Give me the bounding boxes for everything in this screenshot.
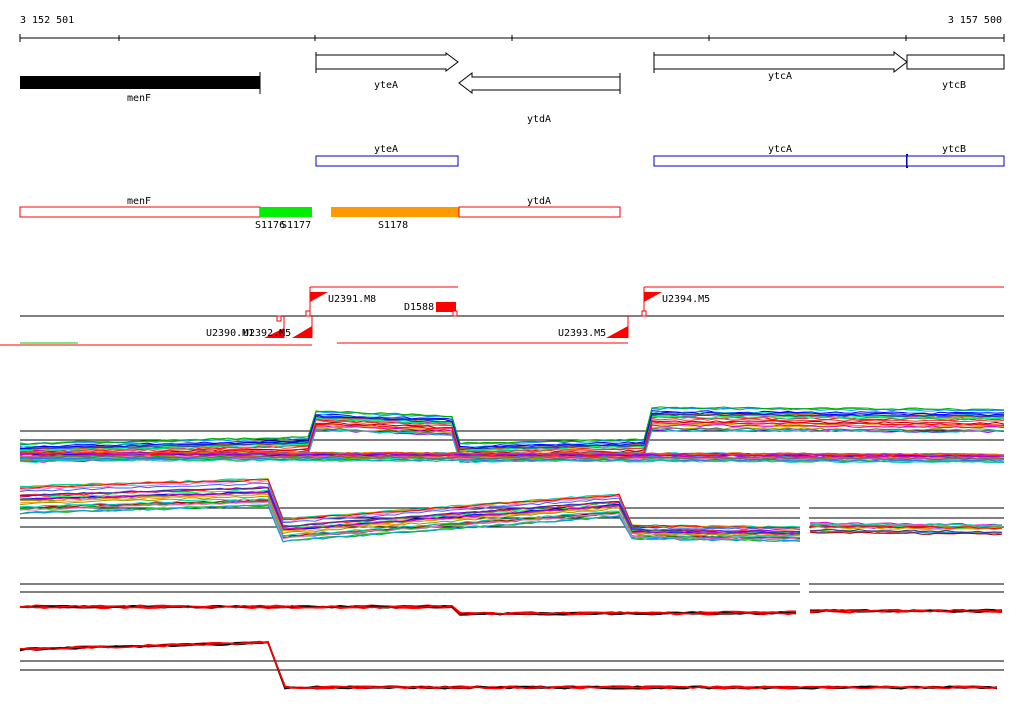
expression-trace [19, 454, 1005, 459]
expression-trace [19, 640, 998, 689]
upshift-U2392[interactable]: U2392.M5 [243, 310, 313, 339]
upshift-U2394[interactable]: U2394.M5 [641, 287, 710, 317]
ruler: 3 152 501 3 157 500 [19, 15, 1005, 42]
upshift-U2391[interactable]: U2391.M8 [309, 287, 376, 316]
shift-track: U2391.M8 U2394.M5 D1588 U2390.M1 U2392.M… [0, 286, 1004, 346]
upshift-U2392-label: U2392.M5 [243, 328, 291, 339]
segment-S1177-label: S1177 [281, 220, 311, 231]
expression-trace [19, 493, 801, 537]
upshift-U2391-label: U2391.M8 [328, 294, 376, 305]
segment-S1177[interactable]: S1177 [281, 207, 312, 231]
gene-ytcB[interactable]: ytcB [906, 54, 1005, 91]
upshift-U2394-label: U2394.M5 [662, 294, 710, 305]
expression-panel-array-2 [19, 640, 1004, 690]
upshift-U2390[interactable]: U2390.M1 [206, 315, 285, 339]
gene-menF-label: menF [127, 93, 151, 104]
transcript-ytdA[interactable]: ytdA [458, 196, 621, 218]
expression-trace [19, 640, 997, 689]
transcript-ytdA-label: ytdA [527, 196, 551, 207]
segment-S1178-label: S1178 [378, 220, 408, 231]
expression-trace [19, 458, 1005, 464]
segment-S1176-label: S1176 [255, 220, 285, 231]
expression-trace [19, 604, 797, 616]
expression-trace [19, 451, 1005, 457]
cds-ytcA[interactable]: ytcA [653, 144, 908, 168]
expression-trace [19, 495, 801, 537]
expression-trace [19, 491, 801, 535]
ruler-start-label: 3 152 501 [20, 15, 74, 26]
upshift-U2393-label: U2393.M5 [558, 328, 606, 339]
expression-trace [19, 411, 1005, 450]
expression-trace [19, 641, 998, 690]
expression-trace [19, 641, 998, 690]
transcript-menF[interactable]: menF [19, 196, 261, 218]
expression-trace [19, 413, 1005, 451]
gene-menF[interactable]: menF [20, 72, 261, 104]
transcript-track: menF S1176 S1177 S1178 ytdA [19, 196, 621, 231]
expression-trace [19, 406, 1005, 445]
expression-trace [19, 500, 801, 540]
expression-trace [809, 522, 1003, 527]
expression-trace [19, 641, 998, 690]
expression-trace [19, 501, 801, 541]
upshift-U2390-label: U2390.M1 [206, 328, 254, 339]
expression-panel-tiling [19, 406, 1005, 464]
gene-yteA-label: yteA [374, 80, 398, 91]
expression-trace [19, 414, 1005, 452]
gene-ytcA[interactable]: ytcA [653, 50, 908, 82]
gene-ytcA-label: ytcA [768, 71, 792, 82]
expression-trace [19, 457, 1005, 463]
cds-ytcB[interactable]: ytcB [906, 144, 1005, 167]
gene-yteA[interactable]: yteA [315, 52, 459, 91]
expression-trace [19, 641, 997, 689]
expression-trace [19, 487, 801, 533]
expression-trace [19, 478, 801, 529]
segment-S1176[interactable]: S1176 [255, 207, 286, 231]
cds-yteA-label: yteA [374, 144, 398, 155]
upshift-U2393[interactable]: U2393.M5 [558, 316, 629, 339]
gene-ytdA[interactable]: ytdA [458, 71, 621, 125]
downshift-D1588-label: D1588 [404, 302, 434, 313]
cds-yteA[interactable]: yteA [315, 144, 459, 167]
gene-ytcB-label: ytcB [942, 80, 966, 91]
transcript-menF-label: menF [127, 196, 151, 207]
expression-panel-tiling-2 [19, 477, 1004, 543]
expression-trace [809, 609, 1003, 613]
expression-trace [809, 528, 1003, 534]
expression-trace [19, 455, 1005, 461]
downshift-D1588[interactable]: D1588 [404, 302, 458, 317]
expression-panel-array [19, 583, 1004, 617]
cds-track: yteA ytcA ytcB [315, 144, 1005, 168]
expression-trace [19, 482, 801, 531]
gene-track: menF yteA ytdA ytcA ytcB [20, 50, 1005, 125]
expression-trace [19, 407, 1005, 446]
cds-ytcA-label: ytcA [768, 144, 792, 155]
expression-trace [19, 418, 1005, 455]
expression-trace [809, 525, 1003, 530]
segment-S1178[interactable]: S1178 [331, 207, 459, 231]
ruler-end-label: 3 157 500 [948, 15, 1002, 26]
expression-trace [809, 526, 1003, 531]
gene-ytdA-label: ytdA [527, 114, 551, 125]
cds-ytcB-label: ytcB [942, 144, 966, 155]
expression-trace [809, 522, 1003, 527]
expression-trace [809, 531, 1003, 536]
